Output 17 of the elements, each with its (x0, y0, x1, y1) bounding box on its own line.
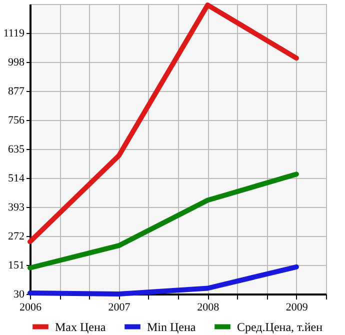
y-tick-label: 635 (8, 144, 25, 156)
y-tick-label: 30 (14, 288, 25, 300)
x-tick-label: 2009 (286, 302, 308, 314)
y-tick-label: 514 (8, 172, 25, 184)
x-tick-label: 2006 (20, 302, 42, 314)
x-tick-label: 2008 (197, 302, 220, 314)
y-tick-label: 272 (8, 230, 24, 242)
y-tick-label: 393 (8, 202, 25, 214)
legend-label: Max Цена (55, 320, 106, 334)
y-tick-label: 877 (8, 86, 25, 98)
x-tick-label: 2007 (108, 302, 131, 314)
y-tick-label: 756 (8, 114, 25, 126)
y-tick-label: 1119 (3, 28, 25, 40)
legend-label: Min Цена (147, 320, 196, 334)
legend-label: Сред.Цена, т.йен (237, 320, 324, 334)
y-tick-label: 998 (8, 56, 25, 68)
y-tick-label: 151 (8, 260, 24, 272)
